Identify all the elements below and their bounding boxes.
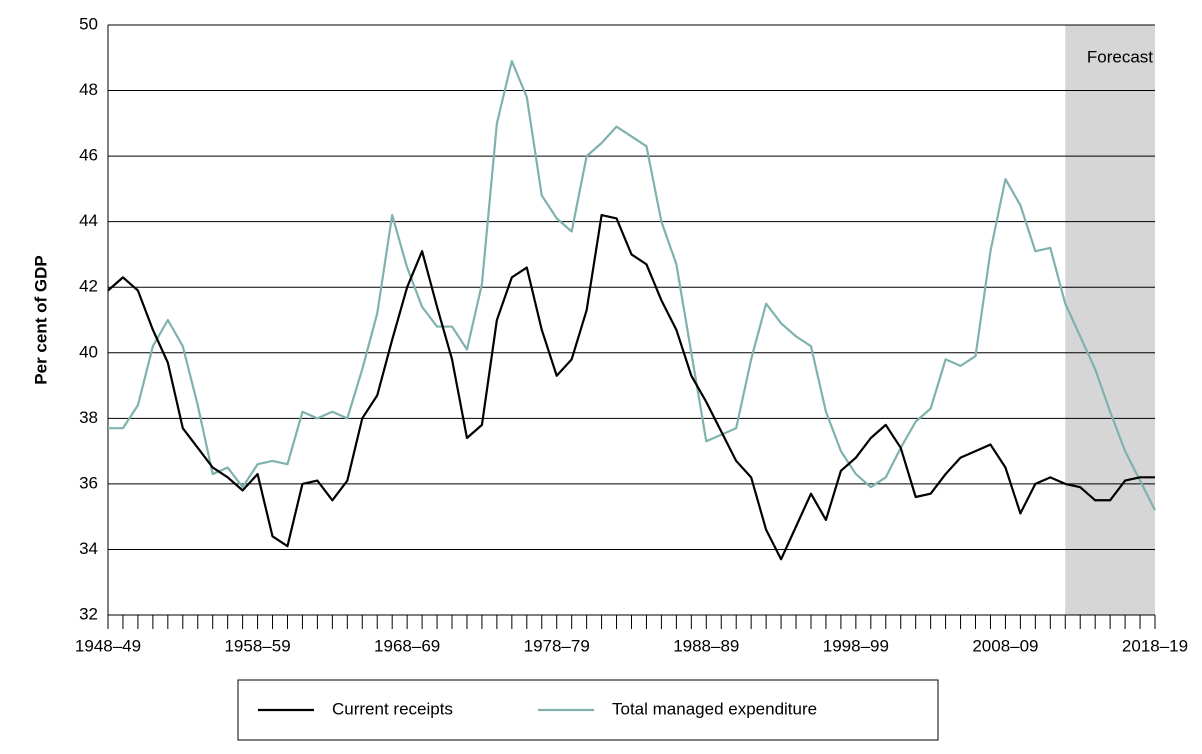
- y-tick-label: 38: [79, 408, 98, 427]
- x-tick-label: 1968–69: [374, 636, 440, 655]
- x-tick-label: 1948–49: [75, 636, 141, 655]
- y-tick-label: 44: [79, 211, 98, 230]
- forecast-region: [1065, 25, 1155, 615]
- x-tick-label: 2018–19: [1122, 636, 1188, 655]
- y-tick-label: 32: [79, 604, 98, 623]
- y-tick-label: 34: [79, 539, 98, 558]
- x-tick-label: 1998–99: [823, 636, 889, 655]
- y-tick-label: 36: [79, 473, 98, 492]
- legend-label: Total managed expenditure: [612, 699, 817, 718]
- y-tick-label: 50: [79, 14, 98, 33]
- y-axis-label: Per cent of GDP: [31, 255, 50, 384]
- series-line: [107, 214, 1155, 561]
- y-tick-label: 46: [79, 146, 98, 165]
- y-tick-label: 42: [79, 277, 98, 296]
- x-tick-label: 1958–59: [224, 636, 290, 655]
- x-tick-label: 1978–79: [524, 636, 590, 655]
- forecast-label: Forecast: [1087, 47, 1153, 66]
- y-tick-label: 40: [79, 342, 98, 361]
- x-tick-label: 2008–09: [972, 636, 1038, 655]
- y-tick-label: 48: [79, 80, 98, 99]
- legend-label: Current receipts: [332, 699, 453, 718]
- series-line: [108, 59, 1156, 511]
- x-tick-label: 1988–89: [673, 636, 739, 655]
